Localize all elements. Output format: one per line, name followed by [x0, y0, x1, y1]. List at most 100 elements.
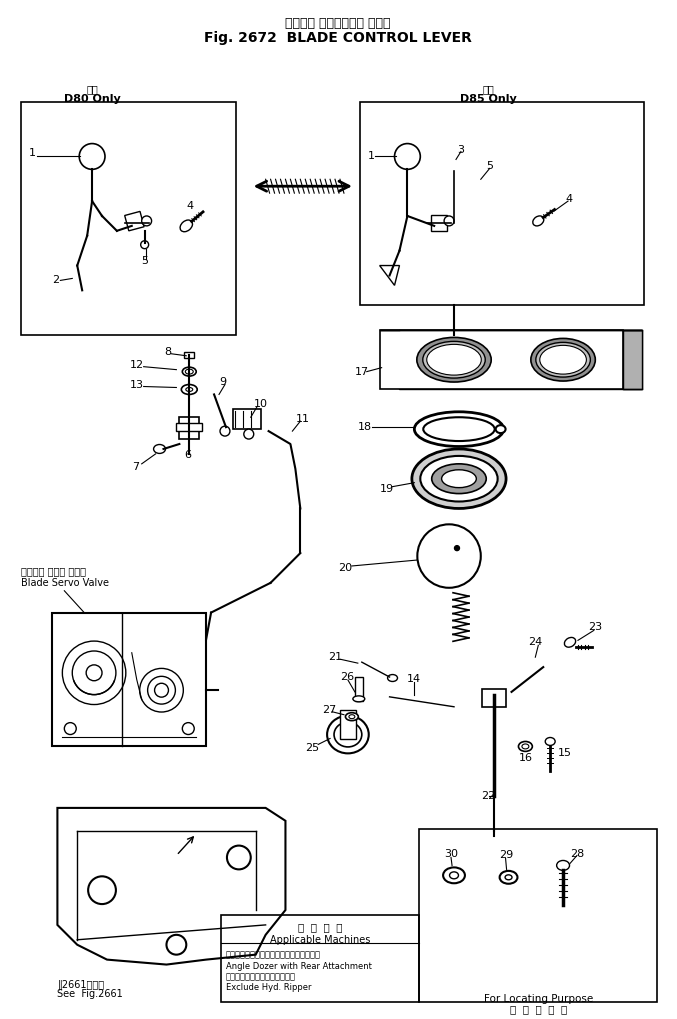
Text: Blade Servo Valve: Blade Servo Valve: [21, 578, 109, 588]
Text: 3: 3: [457, 145, 464, 155]
Ellipse shape: [327, 715, 369, 753]
Text: 専用: 専用: [483, 85, 495, 94]
Ellipse shape: [450, 872, 458, 878]
Circle shape: [395, 144, 420, 169]
Circle shape: [79, 144, 105, 169]
Ellipse shape: [522, 744, 529, 749]
Text: 28: 28: [570, 849, 584, 859]
Bar: [355, 677, 363, 701]
Text: 30: 30: [444, 849, 458, 859]
Circle shape: [72, 651, 116, 695]
Ellipse shape: [180, 220, 192, 231]
Circle shape: [141, 240, 149, 249]
Circle shape: [154, 684, 169, 697]
Ellipse shape: [443, 867, 465, 883]
Bar: [52, 612, 206, 747]
Text: 5: 5: [485, 161, 493, 171]
Ellipse shape: [387, 675, 397, 682]
Text: D80 Only: D80 Only: [64, 94, 121, 104]
Ellipse shape: [182, 367, 196, 376]
Bar: [340, 710, 356, 740]
Text: 16: 16: [519, 753, 533, 763]
Ellipse shape: [536, 342, 590, 377]
Bar: [359, 102, 645, 306]
Text: 9: 9: [219, 377, 226, 386]
Bar: [184, 352, 194, 358]
Ellipse shape: [505, 875, 512, 879]
Text: 2: 2: [52, 275, 60, 285]
Text: 11: 11: [295, 414, 309, 424]
Text: 専用: 専用: [86, 85, 98, 94]
Ellipse shape: [349, 714, 355, 718]
Text: For Locating Purpose: For Locating Purpose: [483, 995, 593, 1005]
Ellipse shape: [154, 444, 165, 453]
Circle shape: [220, 426, 230, 436]
Ellipse shape: [427, 344, 481, 375]
Text: 26: 26: [340, 672, 354, 682]
Text: 10: 10: [254, 399, 267, 410]
Circle shape: [444, 216, 454, 226]
Ellipse shape: [417, 337, 492, 382]
Text: 6: 6: [184, 450, 192, 460]
Bar: [233, 410, 261, 429]
Circle shape: [454, 545, 460, 550]
Ellipse shape: [345, 712, 358, 720]
Ellipse shape: [181, 384, 197, 394]
Bar: [177, 423, 202, 431]
Text: 13: 13: [130, 379, 144, 389]
Ellipse shape: [531, 338, 595, 381]
Text: 24: 24: [528, 637, 543, 647]
Ellipse shape: [500, 871, 517, 883]
Polygon shape: [623, 330, 642, 389]
Text: Exclude Hyd. Ripper: Exclude Hyd. Ripper: [226, 983, 311, 993]
Text: 4: 4: [186, 201, 194, 211]
Text: 19: 19: [380, 484, 394, 493]
Text: 22: 22: [481, 791, 495, 801]
Text: ハイドロリックリッパーは除く: ハイドロリックリッパーは除く: [226, 972, 296, 981]
Text: 5: 5: [141, 256, 149, 266]
Text: 位  置  汾  め  用: 位 置 汾 め 用: [510, 1005, 567, 1014]
Ellipse shape: [185, 387, 193, 391]
Polygon shape: [380, 330, 623, 389]
Text: 27: 27: [322, 705, 336, 714]
Text: 適  用  機  種: 適 用 機 種: [298, 922, 343, 932]
Ellipse shape: [556, 860, 569, 870]
Ellipse shape: [519, 742, 532, 751]
Ellipse shape: [412, 449, 506, 508]
Ellipse shape: [422, 341, 485, 378]
Text: 21: 21: [328, 652, 342, 662]
Text: ‖2661図参照: ‖2661図参照: [58, 979, 104, 989]
Circle shape: [417, 525, 481, 588]
Text: Angle Dozer with Rear Attachment: Angle Dozer with Rear Attachment: [226, 962, 372, 970]
Circle shape: [244, 429, 254, 439]
Text: 23: 23: [588, 623, 602, 633]
Ellipse shape: [533, 216, 544, 226]
Text: Fig. 2672  BLADE CONTROL LEVER: Fig. 2672 BLADE CONTROL LEVER: [204, 31, 472, 45]
Text: See  Fig.2661: See Fig.2661: [58, 989, 123, 1000]
Polygon shape: [380, 266, 399, 285]
Ellipse shape: [496, 425, 506, 433]
Bar: [21, 102, 236, 335]
Text: 29: 29: [499, 851, 513, 860]
Text: 12: 12: [130, 360, 144, 370]
Ellipse shape: [441, 470, 477, 488]
Text: 20: 20: [338, 562, 352, 573]
Ellipse shape: [565, 638, 575, 647]
Ellipse shape: [420, 455, 498, 501]
Text: 8: 8: [165, 346, 171, 357]
Text: 7: 7: [132, 462, 139, 472]
Bar: [125, 211, 144, 231]
Ellipse shape: [185, 369, 193, 374]
Bar: [179, 417, 199, 439]
Text: アングルドーザ後方アタッチメント装備車: アングルドーザ後方アタッチメント装備車: [226, 951, 321, 960]
Text: 18: 18: [358, 422, 372, 432]
Text: Applicable Machines: Applicable Machines: [270, 934, 370, 945]
Text: 17: 17: [355, 367, 369, 377]
Text: D85 Only: D85 Only: [460, 94, 517, 104]
Text: ブレード コントロール レバー: ブレード コントロール レバー: [285, 16, 391, 30]
Text: 25: 25: [305, 744, 320, 753]
Polygon shape: [399, 330, 642, 389]
Bar: [419, 828, 657, 1003]
Bar: [221, 915, 419, 1003]
Ellipse shape: [545, 738, 555, 746]
